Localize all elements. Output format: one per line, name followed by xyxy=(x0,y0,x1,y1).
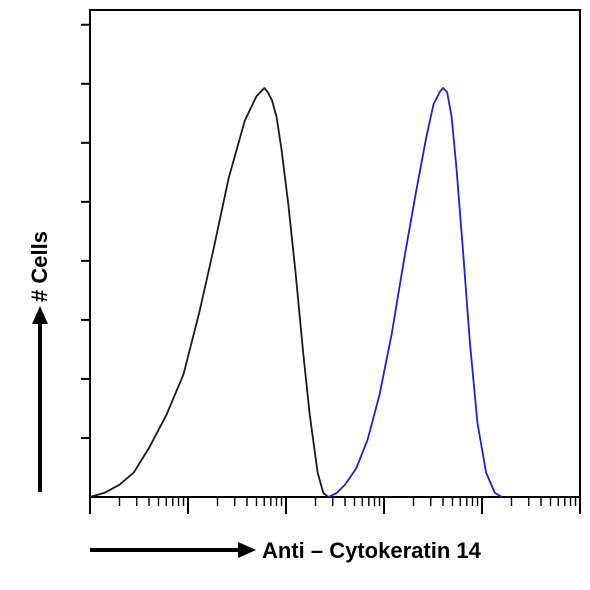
y-axis-label: # Cells xyxy=(27,231,52,302)
x-axis-label: Anti – Cytokeratin 14 xyxy=(262,538,482,563)
histogram-series-2-line xyxy=(327,87,503,498)
y-axis-label-group: # Cells xyxy=(27,231,52,492)
x-axis-arrowhead xyxy=(238,542,256,558)
y-axis-arrowhead xyxy=(32,306,48,324)
x-axis-label-group: Anti – Cytokeratin 14 xyxy=(90,538,482,563)
plot-frame xyxy=(89,9,581,498)
histogram-series-1-line xyxy=(89,87,329,498)
